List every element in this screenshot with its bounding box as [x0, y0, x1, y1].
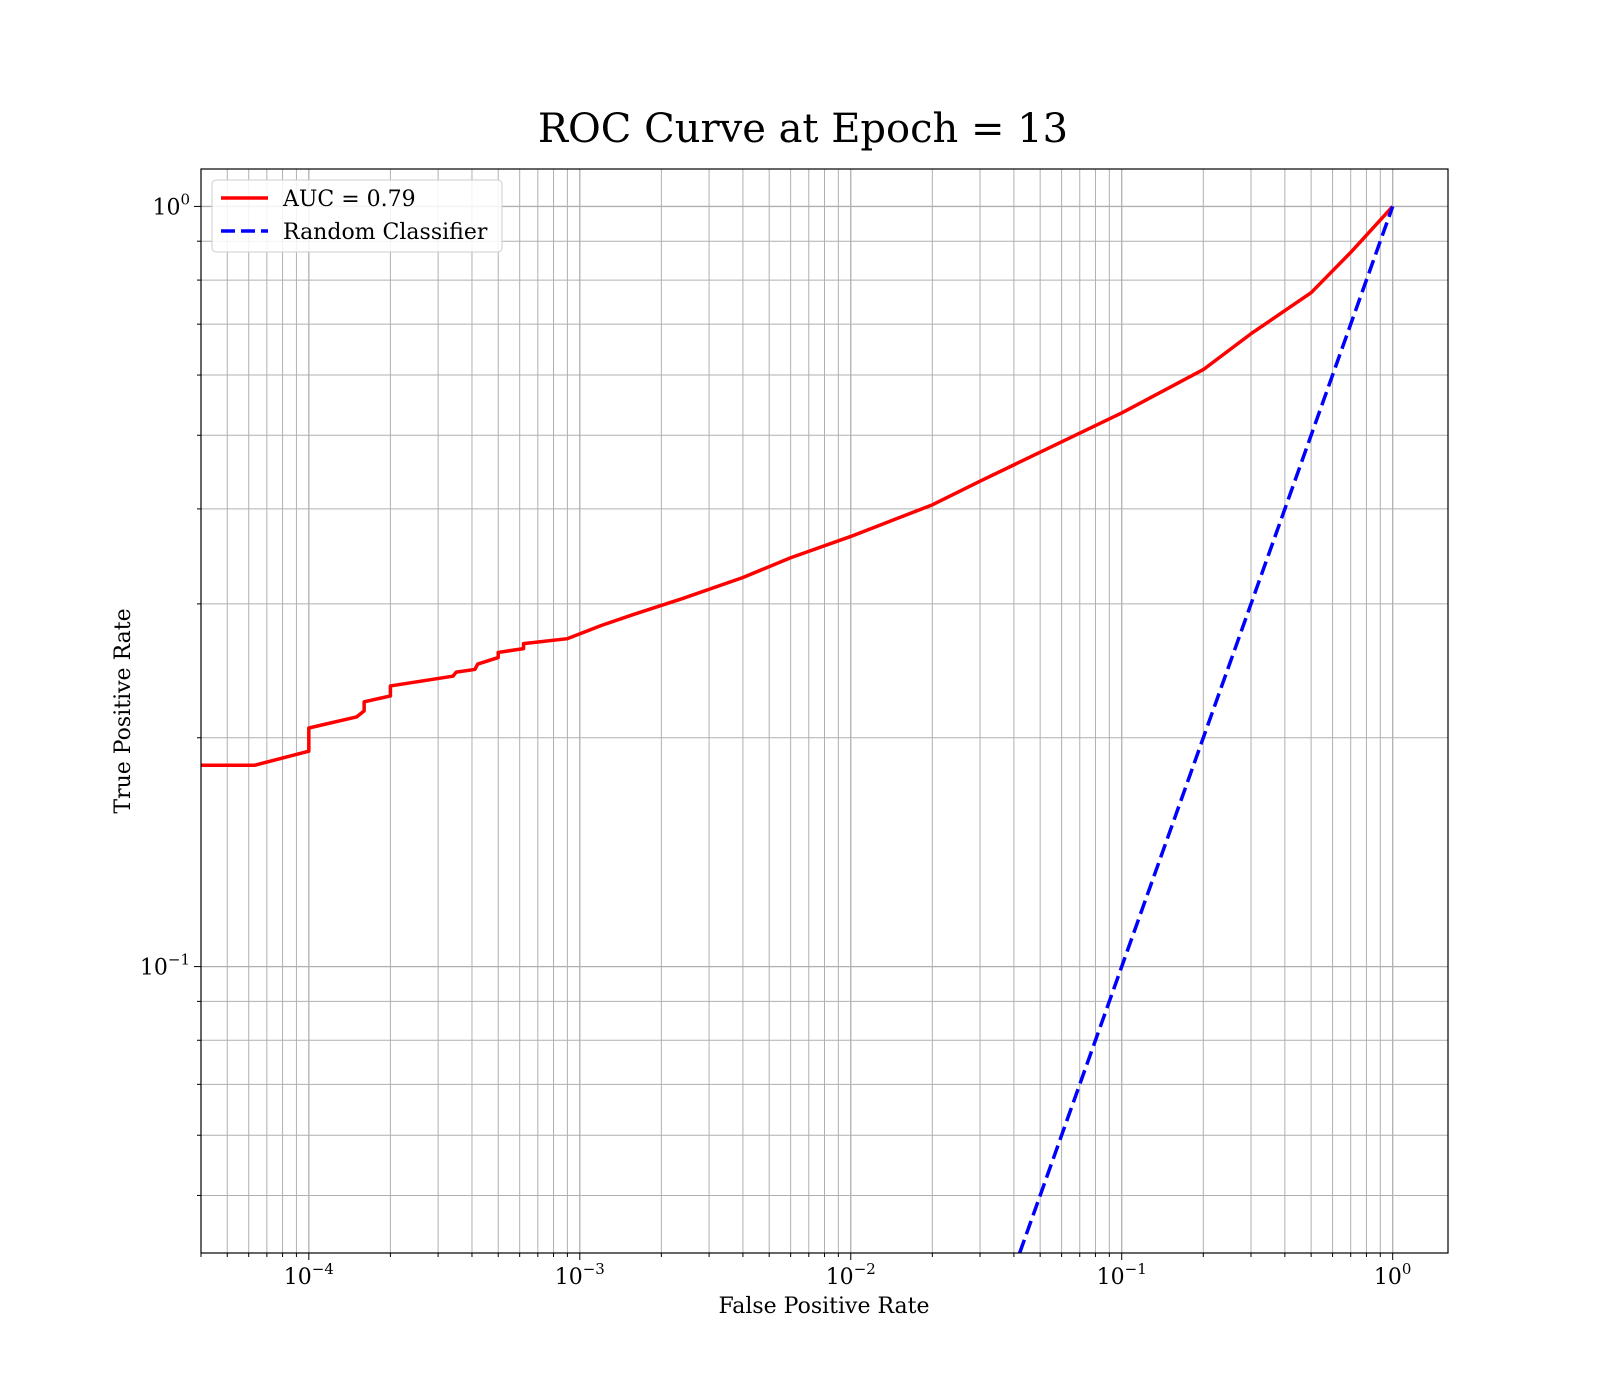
y-axis-ticks: 10−1 100 [140, 190, 201, 1196]
legend-label-random: Random Classifier [283, 220, 488, 245]
random-classifier-line [1017, 205, 1395, 1254]
legend-label-auc: AUC = 0.79 [282, 187, 416, 212]
legend: AUC = 0.79 Random Classifier [211, 179, 503, 253]
x-tick-label: 10−1 [1097, 1260, 1147, 1290]
roc-curve-line [201, 205, 1394, 768]
y-tick-label: 100 [152, 190, 190, 220]
grid-lines [200, 169, 1448, 1253]
chart-title: ROC Curve at Epoch = 13 [538, 106, 1068, 152]
x-axis-label: False Positive Rate [718, 1294, 929, 1319]
legend-box [211, 179, 503, 253]
x-axis-ticks: 10−4 10−3 10−2 10−1 100 [200, 1253, 1412, 1290]
x-tick-label: 10−4 [284, 1260, 334, 1290]
x-tick-label: 10−2 [826, 1260, 876, 1290]
y-tick-label: 10−1 [140, 951, 190, 981]
series-layer [201, 205, 1395, 1254]
x-tick-label: 10−3 [555, 1260, 605, 1290]
x-tick-label: 100 [1374, 1260, 1412, 1290]
y-axis-label: True Positive Rate [111, 608, 136, 813]
